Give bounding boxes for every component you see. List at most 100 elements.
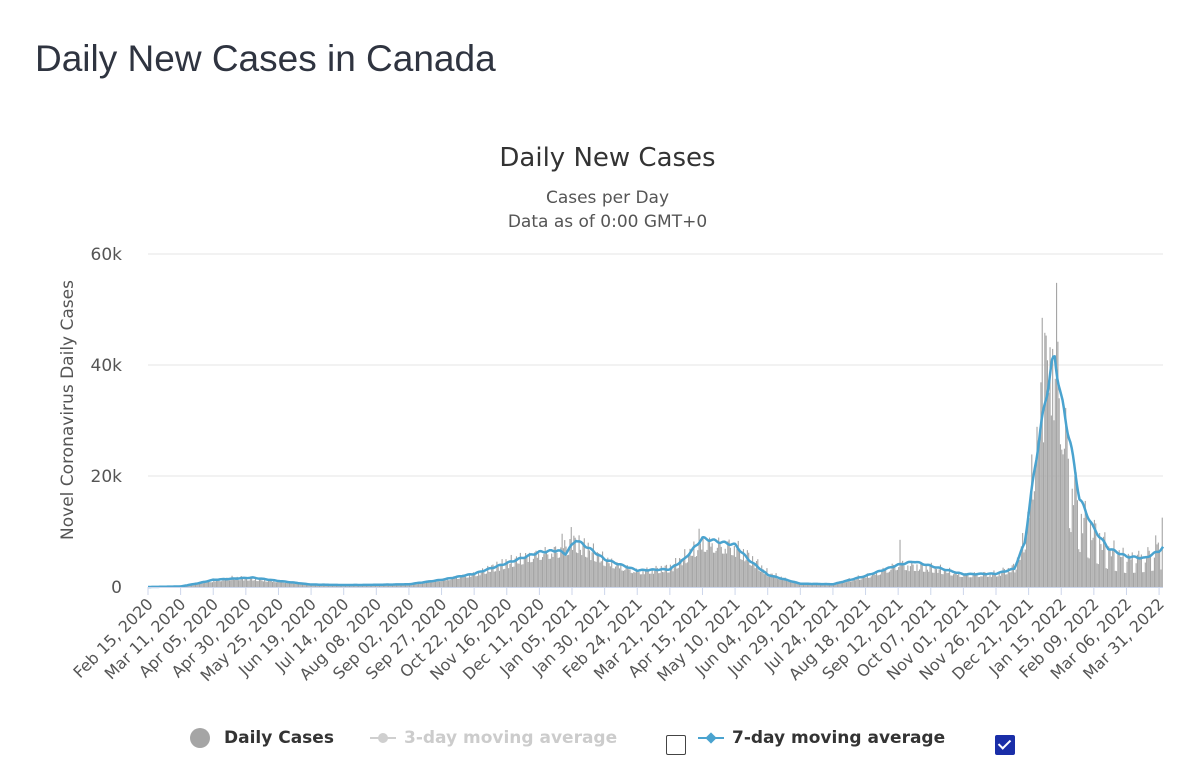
daily-cases-bar (564, 540, 566, 587)
daily-cases-bar (1153, 557, 1155, 587)
daily-cases-bar (689, 548, 691, 587)
daily-cases-bar (200, 583, 202, 587)
daily-cases-bar (915, 571, 917, 587)
daily-cases-bar (986, 576, 988, 587)
daily-cases-bar (972, 575, 974, 587)
daily-cases-bar (960, 577, 962, 587)
daily-cases-bar (436, 581, 438, 587)
daily-cases-bar (1075, 472, 1077, 587)
daily-cases-bar (1026, 525, 1028, 587)
daily-cases-bar (189, 585, 191, 587)
daily-cases-bar (583, 538, 585, 587)
daily-cases-bar (509, 563, 511, 587)
daily-cases-bar (1009, 572, 1011, 587)
daily-cases-bar (573, 535, 575, 587)
daily-cases-bar (990, 577, 992, 587)
daily-cases-bar (425, 582, 427, 587)
daily-cases-bar (415, 583, 417, 587)
daily-cases-bar (268, 580, 270, 587)
daily-cases-bar (539, 559, 541, 587)
daily-cases-bar (481, 568, 484, 587)
daily-cases-bar (568, 554, 570, 587)
daily-cases-bar (705, 551, 707, 587)
daily-cases-bar (766, 568, 768, 587)
daily-cases-bar (680, 558, 682, 587)
daily-cases-bar (221, 581, 223, 587)
daily-cases-bar (544, 547, 546, 587)
daily-cases-bar (951, 575, 953, 587)
daily-cases-bar (283, 582, 285, 587)
daily-cases-bar (757, 559, 759, 587)
daily-cases-bar (663, 572, 665, 587)
daily-cases-bar (1042, 442, 1045, 587)
daily-cases-bar (232, 578, 234, 587)
daily-cases-bar (423, 581, 425, 587)
daily-cases-bar (681, 565, 683, 587)
daily-cases-bar (714, 552, 716, 587)
daily-cases-bar (431, 582, 433, 587)
daily-cases-bar (540, 559, 542, 587)
daily-cases-bar (1144, 562, 1146, 587)
daily-cases-bar (977, 577, 979, 587)
toggle-3-day-checkbox[interactable] (666, 735, 686, 755)
legend-item-daily-cases[interactable]: Daily Cases (190, 728, 334, 748)
daily-cases-bar (508, 568, 510, 587)
daily-cases-bar (810, 583, 812, 587)
daily-cases-bar (208, 581, 210, 587)
daily-cases-bar (622, 570, 624, 587)
daily-cases-bar (648, 573, 651, 587)
legend-item-3-day-average[interactable]: 3-day moving average (370, 728, 617, 748)
legend-item-7-day-average[interactable]: 7-day moving average (698, 728, 945, 748)
daily-cases-bar (557, 557, 559, 587)
daily-cases-bar (1132, 572, 1135, 587)
daily-cases-bar (504, 568, 506, 587)
daily-cases-bar (1040, 382, 1042, 587)
daily-cases-bar (889, 571, 891, 587)
daily-cases-bar (1147, 547, 1149, 587)
daily-cases-bar (736, 548, 738, 587)
daily-cases-bar (271, 582, 274, 587)
daily-cases-bar (895, 570, 897, 587)
daily-cases-bar (596, 552, 598, 587)
daily-cases-bar (211, 582, 214, 587)
daily-cases-bar (547, 554, 549, 587)
daily-cases-bar (712, 552, 715, 587)
daily-cases-bar (488, 571, 490, 587)
daily-cases-bar (1033, 491, 1035, 587)
daily-cases-bar (799, 583, 801, 587)
daily-cases-bar (1037, 440, 1039, 587)
daily-cases-bar (813, 584, 815, 587)
daily-cases-bar (224, 579, 227, 587)
daily-cases-bar (301, 584, 304, 587)
daily-cases-bar (1056, 282, 1058, 587)
daily-cases-bar (582, 542, 584, 587)
daily-cases-bar (451, 577, 454, 587)
daily-cases-bar (198, 583, 200, 587)
daily-cases-bar (581, 555, 583, 587)
daily-cases-bar (419, 581, 421, 587)
daily-cases-bar (963, 574, 965, 587)
daily-cases-bar (236, 576, 238, 587)
daily-cases-bar (515, 556, 518, 587)
daily-cases-bar (420, 583, 422, 587)
daily-cases-bar (748, 552, 750, 587)
legend: Daily Cases 3-day moving average 7-day m… (0, 728, 1200, 756)
daily-cases-bar (281, 582, 283, 587)
daily-cases-bar (896, 569, 898, 587)
daily-cases-bar (667, 572, 669, 587)
daily-cases-bar (407, 584, 409, 587)
toggle-7-day-checkbox[interactable] (995, 735, 1015, 755)
daily-cases-bar (639, 574, 641, 587)
daily-cases-bar (742, 549, 745, 587)
daily-cases-bar (528, 552, 531, 587)
daily-cases-bar (465, 576, 467, 587)
daily-cases-bar (1058, 398, 1060, 587)
daily-cases-bar (1024, 549, 1026, 587)
daily-cases-bar (1031, 454, 1033, 587)
daily-cases-bar (612, 568, 614, 587)
daily-cases-bar (247, 580, 249, 587)
daily-cases-bar (476, 575, 478, 587)
daily-cases-bar (826, 584, 828, 587)
daily-cases-bar (197, 582, 199, 587)
daily-cases-bar (483, 570, 485, 587)
